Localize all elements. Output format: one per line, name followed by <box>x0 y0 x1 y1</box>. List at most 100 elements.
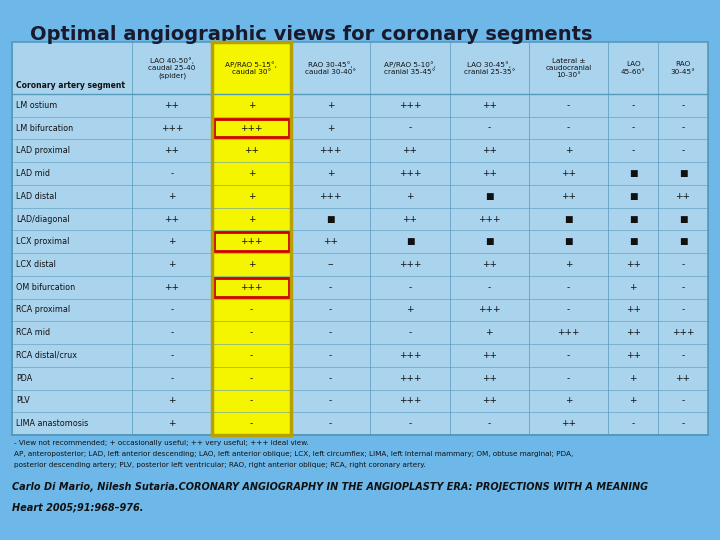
Text: -: - <box>250 306 253 314</box>
Text: -: - <box>681 306 685 314</box>
Text: +: + <box>168 237 176 246</box>
Text: -: - <box>487 419 491 428</box>
Text: +: + <box>168 419 176 428</box>
Text: -: - <box>567 306 570 314</box>
Text: ++: ++ <box>675 192 690 201</box>
Text: +: + <box>327 101 334 110</box>
Text: RAO
30-45°: RAO 30-45° <box>670 62 696 75</box>
Bar <box>212 185 291 208</box>
Text: ++: ++ <box>323 237 338 246</box>
Text: LAO 30-45°,
cranial 25-35°: LAO 30-45°, cranial 25-35° <box>464 61 515 75</box>
Bar <box>214 278 289 296</box>
Text: -: - <box>329 396 332 406</box>
Text: ++: ++ <box>165 214 179 224</box>
Bar <box>212 344 291 367</box>
Text: -: - <box>567 283 570 292</box>
Text: ++: ++ <box>165 146 179 156</box>
Text: +: + <box>168 396 176 406</box>
Text: +: + <box>564 260 572 269</box>
Text: +++: +++ <box>161 124 184 133</box>
Text: ++: ++ <box>165 101 179 110</box>
Text: +: + <box>248 169 255 178</box>
Text: +: + <box>248 192 255 201</box>
Text: ■: ■ <box>679 169 688 178</box>
Text: -: - <box>567 351 570 360</box>
Text: ++: ++ <box>482 396 497 406</box>
Text: +: + <box>327 169 334 178</box>
Text: ■: ■ <box>405 237 414 246</box>
Text: ■: ■ <box>679 237 688 246</box>
Text: -: - <box>567 124 570 133</box>
Bar <box>214 119 289 138</box>
Text: -: - <box>171 306 174 314</box>
Text: LAD proximal: LAD proximal <box>16 146 70 156</box>
Text: +++: +++ <box>399 260 421 269</box>
Text: -: - <box>567 101 570 110</box>
Text: -: - <box>681 101 685 110</box>
Text: -: - <box>631 146 635 156</box>
Text: -: - <box>681 351 685 360</box>
Text: -: - <box>250 351 253 360</box>
Text: ++: ++ <box>561 419 576 428</box>
Text: -: - <box>329 306 332 314</box>
Text: +++: +++ <box>320 146 342 156</box>
Text: +: + <box>406 306 414 314</box>
Text: -: - <box>681 283 685 292</box>
Text: -: - <box>408 328 412 337</box>
Text: ++: ++ <box>626 351 641 360</box>
Text: ++: ++ <box>561 169 576 178</box>
Text: -: - <box>681 146 685 156</box>
Text: +: + <box>248 101 255 110</box>
Text: ■: ■ <box>629 214 637 224</box>
Text: +++: +++ <box>672 328 694 337</box>
Bar <box>212 117 291 139</box>
Text: +: + <box>248 214 255 224</box>
Text: +: + <box>168 260 176 269</box>
Text: --: -- <box>328 260 334 269</box>
Text: -: - <box>250 419 253 428</box>
Text: ++: ++ <box>626 328 641 337</box>
Text: +: + <box>629 283 637 292</box>
Text: - View not recommended; + occasionally useful; ++ very useful; +++ ideal view.: - View not recommended; + occasionally u… <box>14 440 309 446</box>
Text: PDA: PDA <box>16 374 32 383</box>
Text: LAD mid: LAD mid <box>16 169 50 178</box>
Text: PLV: PLV <box>16 396 30 406</box>
Text: +++: +++ <box>399 351 421 360</box>
Text: +: + <box>248 260 255 269</box>
Text: LCX distal: LCX distal <box>16 260 56 269</box>
Text: Heart 2005;91:968–976.: Heart 2005;91:968–976. <box>12 502 143 512</box>
Text: +: + <box>629 374 637 383</box>
Text: LM ostium: LM ostium <box>16 101 58 110</box>
Text: RCA proximal: RCA proximal <box>16 306 70 314</box>
Text: Carlo Di Mario, Nilesh Sutaria.CORONARY ANGIOGRAPHY IN THE ANGIOPLASTY ERA: PROJ: Carlo Di Mario, Nilesh Sutaria.CORONARY … <box>12 482 648 492</box>
Bar <box>212 231 291 253</box>
Text: +: + <box>406 192 414 201</box>
Text: +++: +++ <box>240 237 263 246</box>
Text: ++: ++ <box>165 283 179 292</box>
Text: RCA mid: RCA mid <box>16 328 50 337</box>
Text: LAD/diagonal: LAD/diagonal <box>16 214 70 224</box>
Text: Coronary artery segment: Coronary artery segment <box>16 81 125 90</box>
Text: ++: ++ <box>626 260 641 269</box>
Text: LIMA anastomosis: LIMA anastomosis <box>16 419 89 428</box>
Text: OM bifurcation: OM bifurcation <box>16 283 75 292</box>
Bar <box>212 321 291 344</box>
Text: -: - <box>329 351 332 360</box>
Text: +: + <box>629 396 637 406</box>
Bar <box>212 162 291 185</box>
Text: -: - <box>171 351 174 360</box>
Text: -: - <box>250 328 253 337</box>
Text: Lateral ±
caudocranial
10-30°: Lateral ± caudocranial 10-30° <box>545 58 592 78</box>
Text: ■: ■ <box>485 192 493 201</box>
Text: ■: ■ <box>629 169 637 178</box>
Text: -: - <box>567 374 570 383</box>
Bar <box>12 42 708 435</box>
Text: posterior descending artery; PLV, posterior left ventricular; RAO, right anterio: posterior descending artery; PLV, poster… <box>14 462 426 468</box>
Text: ++: ++ <box>626 306 641 314</box>
Text: Optimal angiographic views for coronary segments: Optimal angiographic views for coronary … <box>30 25 593 44</box>
Text: +: + <box>564 146 572 156</box>
Text: -: - <box>631 101 635 110</box>
Bar <box>212 389 291 412</box>
Bar <box>212 367 291 389</box>
Bar <box>212 208 291 231</box>
